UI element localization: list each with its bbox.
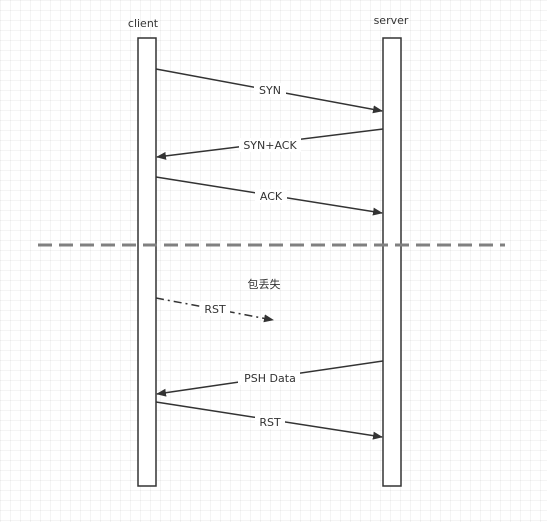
server-lifeline [382,37,402,487]
packet-lost-annotation: 包丢失 [248,278,281,291]
client-actor-label: client [128,17,159,30]
syn-ack-label: SYN+ACK [243,139,297,152]
psh-data-label-bg [238,371,300,385]
syn-label-bg [254,83,286,97]
psh-data-label: PSH Data [244,372,296,385]
ack-label: ACK [260,190,283,203]
client-lifeline [137,37,157,487]
ack-label-bg [255,189,287,203]
rst-lost-label: RST [204,303,226,316]
rst-final-label: RST [259,416,281,429]
server-actor-label: server [374,14,409,27]
rst-final-label-bg [255,415,285,429]
syn-label: SYN [259,84,281,97]
rst-lost-label-bg [200,302,230,316]
syn-ack-label-bg [239,138,301,152]
